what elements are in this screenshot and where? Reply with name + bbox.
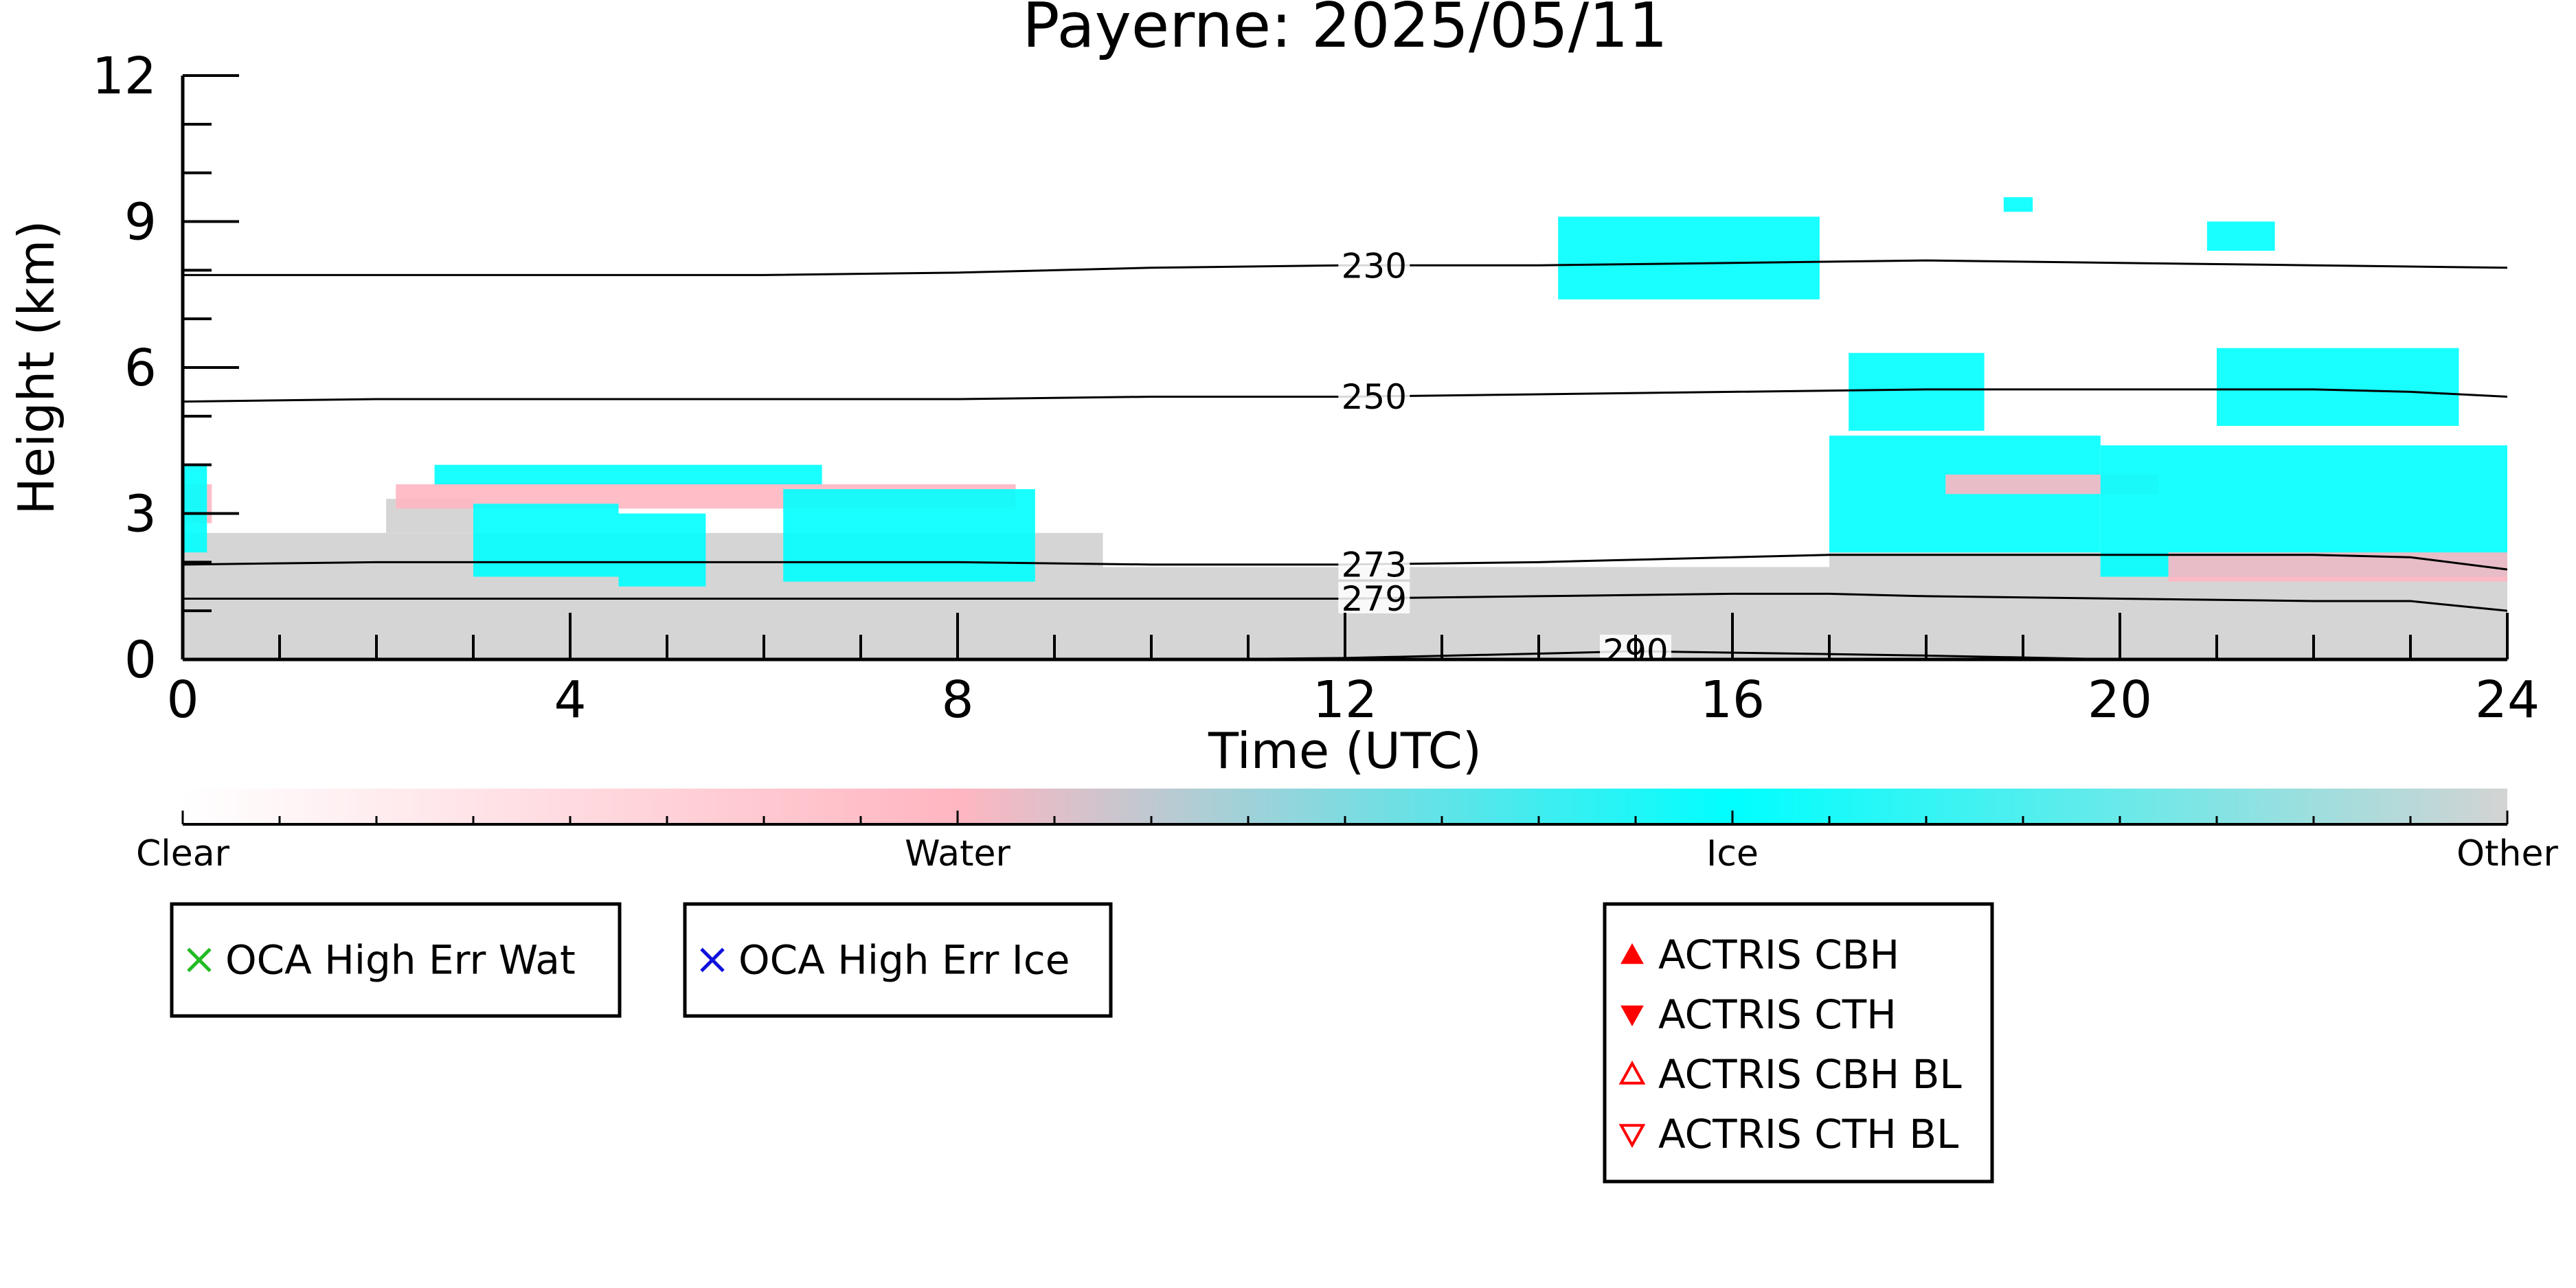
y-tick-label: 3 — [124, 485, 157, 544]
y-tick-label: 6 — [124, 339, 157, 398]
region-ice-19 — [2003, 197, 2033, 212]
colorbar-label-ice: Ice — [1706, 833, 1759, 874]
x-tick-label: 8 — [941, 670, 973, 730]
legend-entry-label: ACTRIS CTH — [1658, 991, 1897, 1038]
region-ice-8 — [434, 464, 822, 484]
triangle-up-icon — [1620, 942, 1644, 964]
isotherm-label-bg-279 — [1338, 581, 1410, 613]
isotherm-label-230: 230 — [1342, 246, 1407, 286]
colorbar-label-water: Water — [905, 833, 1010, 874]
region-ice-11 — [783, 489, 1035, 582]
triangle-down-icon — [1618, 1124, 1646, 1149]
legend-box-3: ACTRIS CBH ACTRIS CTH ACTRIS CBH BL ACTRIS … — [1603, 902, 1994, 1184]
colorbar: Clear Water Ice Other — [136, 789, 2558, 874]
isotherm-line-273 — [183, 554, 2507, 571]
x-cross-icon — [187, 947, 212, 973]
region-ice-14 — [1849, 352, 1985, 431]
region-ice-10 — [618, 513, 706, 587]
colorbar-label-clear: Clear — [136, 833, 230, 874]
chart-title: Payerne: 2025/05/11 — [1022, 0, 1668, 62]
isotherm-label-279: 279 — [1342, 579, 1407, 619]
legend-frame — [683, 902, 1113, 1018]
plot-area — [183, 197, 2507, 659]
x-tick-label: 16 — [1700, 670, 1765, 730]
region-water-18 — [2168, 552, 2507, 582]
region-ice-20 — [2206, 221, 2275, 251]
x-tick-label: 24 — [2475, 670, 2540, 730]
region-other-2 — [1103, 567, 1829, 601]
legend-box-2: OCA High Err Ice — [683, 902, 1113, 1018]
y-axis-label: Height (km) — [8, 221, 65, 515]
x-axis-label: Time (UTC) — [1208, 722, 1482, 780]
legend-frame — [1603, 902, 1994, 1184]
region-ice-12 — [1558, 216, 1820, 300]
isotherm-label-250: 250 — [1342, 377, 1407, 417]
isotherm-label-bg-250 — [1338, 379, 1410, 411]
legend-entry-label: OCA High Err Ice — [738, 937, 1070, 984]
x-cross-icon — [700, 947, 725, 973]
triangle-down-icon — [1620, 1005, 1644, 1027]
isotherm-line-250 — [183, 388, 2507, 403]
x-tick-label: 12 — [1313, 670, 1377, 730]
legends: OCA High Err Wat OCA High Err Ice ACTRIS C… — [170, 902, 1994, 1184]
region-ice-9 — [473, 504, 619, 577]
colorbar-label-other: Other — [2456, 833, 2558, 874]
legend-entry-label: ACTRIS CBH BL — [1658, 1051, 1962, 1098]
cross-stroke — [187, 947, 212, 973]
isotherm-line-279 — [183, 592, 2507, 612]
legend-entry-label: ACTRIS CTH BL — [1658, 1111, 1958, 1157]
y-tick-label: 12 — [92, 47, 157, 106]
isotherm-label-bg-273 — [1338, 547, 1410, 580]
x-tick-label: 0 — [166, 670, 199, 730]
triangle-up-icon — [1618, 1060, 1646, 1085]
region-ice-5 — [183, 464, 207, 553]
isotherm-label-bg-230 — [1338, 249, 1410, 281]
legend-entry-label: OCA High Err Wat — [225, 937, 576, 984]
region-ice-13 — [1829, 436, 2101, 553]
axes: 0 3 6 9 12 0 4 8 12 16 20 24 — [92, 47, 2540, 730]
x-tick-label: 20 — [2088, 670, 2152, 730]
legend-entry-label: ACTRIS CBH — [1658, 931, 1899, 978]
legend-box-1: OCA High Err Wat — [170, 902, 622, 1018]
x-tick-label: 4 — [554, 670, 586, 730]
legend-frame — [170, 902, 622, 1018]
y-tick-label: 0 — [124, 631, 157, 690]
cross-stroke — [700, 947, 725, 973]
region-ice-17 — [2217, 348, 2459, 426]
isotherm-label-273: 273 — [1342, 545, 1407, 585]
y-tick-label: 9 — [124, 193, 157, 252]
